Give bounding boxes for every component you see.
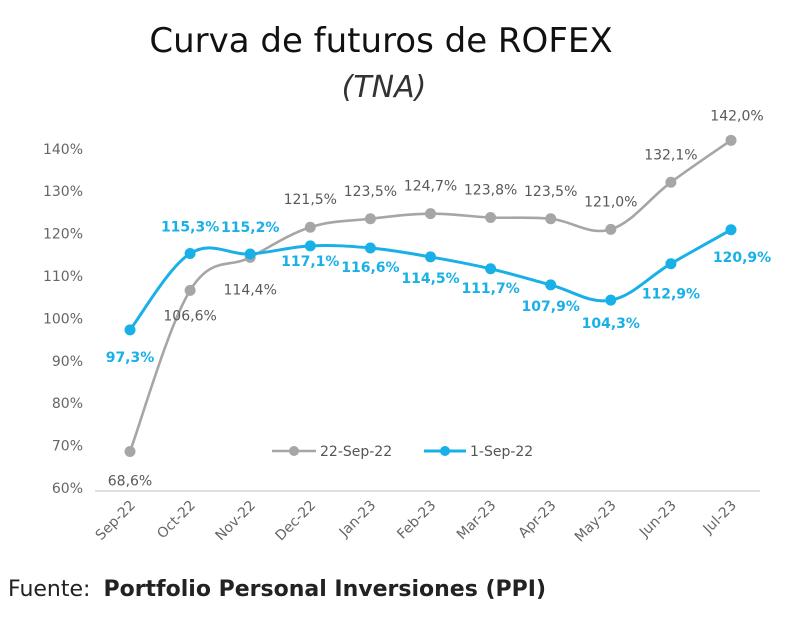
data-label: 116,6% <box>341 260 399 276</box>
data-label: 107,9% <box>522 299 580 315</box>
data-label: 68,6% <box>108 474 152 490</box>
data-label: 123,5% <box>524 184 577 200</box>
data-point <box>725 224 737 236</box>
legend-marker <box>289 446 299 456</box>
chart-title: Curva de futuros de ROFEX <box>149 21 612 61</box>
data-point <box>244 248 256 260</box>
x-tick-label: Apr-23 <box>516 498 560 542</box>
x-tick-label: May-23 <box>572 498 620 546</box>
data-point <box>425 208 436 220</box>
data-point <box>605 294 617 306</box>
data-label: 123,5% <box>344 184 397 200</box>
data-label: 132,1% <box>644 147 697 163</box>
data-label: 115,3% <box>161 220 219 236</box>
legend-label: 1-Sep-22 <box>470 444 533 460</box>
data-point <box>725 134 737 146</box>
x-tick-label: Dec-22 <box>272 498 319 545</box>
data-label: 115,2% <box>221 220 279 236</box>
legend: 22-Sep-22 1-Sep-22 <box>272 444 533 460</box>
data-labels: 68,6% 106,6% 114,4% 121,5% 123,5% 124,7% 123,8… <box>106 108 771 489</box>
data-point <box>184 284 196 296</box>
y-tick-label: 80% <box>52 396 83 412</box>
legend-label: 22-Sep-22 <box>320 444 392 460</box>
data-label: 121,0% <box>584 194 637 210</box>
data-label: 124,7% <box>404 179 457 195</box>
y-tick-label: 60% <box>52 481 83 497</box>
data-label: 120,9% <box>713 250 771 266</box>
y-tick-label: 90% <box>52 354 83 370</box>
data-point <box>605 223 617 235</box>
data-label: 112,9% <box>642 287 700 303</box>
y-tick-label: 130% <box>43 184 83 200</box>
x-tick-label: Jan-23 <box>336 498 379 541</box>
series-lines <box>124 134 737 458</box>
source-prefix: Fuente: <box>8 577 90 602</box>
y-tick-label: 120% <box>43 227 83 243</box>
data-point <box>545 279 557 291</box>
data-label: 106,6% <box>163 308 216 324</box>
data-label: 114,5% <box>401 271 459 287</box>
data-point <box>124 324 136 336</box>
data-point <box>485 263 497 275</box>
y-tick-label: 70% <box>52 439 83 455</box>
x-tick-label: Oct-22 <box>154 498 199 543</box>
data-point <box>485 211 497 223</box>
data-point <box>304 221 316 233</box>
x-tick-label: Feb-23 <box>394 498 439 543</box>
data-label: 111,7% <box>461 281 519 297</box>
x-tick-label: Jul-23 <box>700 498 740 538</box>
x-tick-label: Jun-23 <box>636 498 680 542</box>
data-label: 114,4% <box>224 282 277 298</box>
data-label: 121,5% <box>284 192 337 208</box>
y-tick-label: 110% <box>43 269 83 285</box>
data-point <box>665 258 677 270</box>
data-point <box>124 446 136 458</box>
legend-marker <box>440 446 450 456</box>
data-label: 117,1% <box>281 254 339 270</box>
data-point <box>425 251 436 263</box>
data-point <box>304 240 316 252</box>
data-label: 142,0% <box>710 108 763 124</box>
x-tick-label: Mar-23 <box>454 498 500 544</box>
y-tick-label: 100% <box>43 311 83 327</box>
x-tick-label: Sep-22 <box>93 498 139 544</box>
source-line: Fuente: Portfolio Personal Inversiones (… <box>8 577 546 602</box>
chart-subtitle: (TNA) <box>342 70 427 105</box>
data-point <box>665 176 677 188</box>
data-label: 123,8% <box>464 182 517 198</box>
data-point <box>184 248 196 260</box>
y-tick-label: 140% <box>43 142 83 158</box>
data-point <box>364 242 376 254</box>
data-point <box>545 213 557 225</box>
x-tick-label: Nov-22 <box>212 498 259 545</box>
data-label: 97,3% <box>106 350 155 366</box>
data-label: 104,3% <box>582 316 640 332</box>
data-point <box>364 213 376 225</box>
source-name: Portfolio Personal Inversiones (PPI) <box>103 577 546 602</box>
series-line <box>128 139 733 453</box>
